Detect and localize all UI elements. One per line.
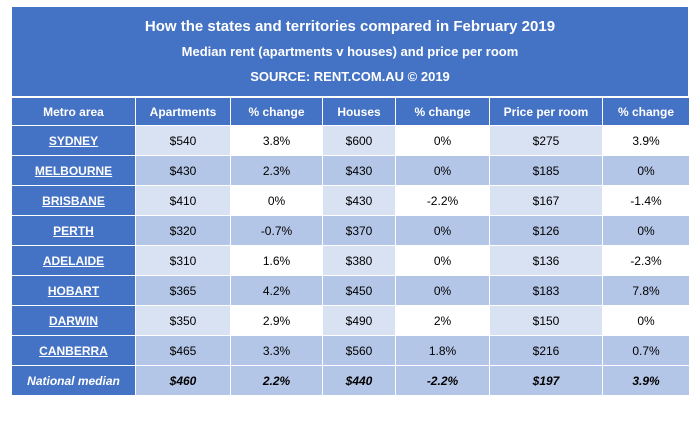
table-row: SYDNEY $540 3.8% $600 0% $275 3.9% — [11, 125, 690, 156]
houses-cell: $490 — [322, 305, 396, 336]
price-per-room-cell: $183 — [489, 275, 603, 306]
houses-change-cell: 0% — [395, 245, 490, 276]
national-median-row: National median $460 2.2% $440 -2.2% $197 3.9% — [11, 365, 690, 396]
metro-area-link-darwin[interactable]: DARWIN — [48, 313, 99, 328]
apartments-change-cell: 3.8% — [230, 125, 323, 156]
national-median-label: National median — [11, 365, 136, 396]
header-houses: Houses — [322, 97, 396, 126]
houses-change-cell: 0% — [395, 275, 490, 306]
price-per-room-cell: $136 — [489, 245, 603, 276]
national-apartments-change-cell: 2.2% — [230, 365, 323, 396]
apartments-change-cell: 2.9% — [230, 305, 323, 336]
table-row: CANBERRA $465 3.3% $560 1.8% $216 0.7% — [11, 335, 690, 366]
houses-cell: $430 — [322, 185, 396, 216]
table-row: PERTH $320 -0.7% $370 0% $126 0% — [11, 215, 690, 246]
metro-area-link-adelaide[interactable]: ADELAIDE — [42, 253, 105, 268]
price-per-room-change-cell: 0.7% — [602, 335, 690, 366]
header-price-per-room-change: % change — [602, 97, 690, 126]
rent-comparison-panel: How the states and territories compared … — [11, 6, 690, 396]
header-apartments-change: % change — [230, 97, 323, 126]
houses-change-cell: 0% — [395, 125, 490, 156]
header-price-per-room: Price per room — [489, 97, 603, 126]
title-banner: How the states and territories compared … — [11, 6, 689, 97]
houses-cell: $560 — [322, 335, 396, 366]
apartments-cell: $465 — [135, 335, 231, 366]
apartments-cell: $310 — [135, 245, 231, 276]
header-metro-area: Metro area — [11, 97, 136, 126]
price-per-room-cell: $126 — [489, 215, 603, 246]
apartments-cell: $430 — [135, 155, 231, 186]
metro-area-cell: HOBART — [11, 275, 136, 306]
apartments-change-cell: -0.7% — [230, 215, 323, 246]
price-per-room-change-cell: 7.8% — [602, 275, 690, 306]
price-per-room-cell: $185 — [489, 155, 603, 186]
apartments-cell: $540 — [135, 125, 231, 156]
apartments-change-cell: 4.2% — [230, 275, 323, 306]
houses-change-cell: 1.8% — [395, 335, 490, 366]
metro-area-cell: MELBOURNE — [11, 155, 136, 186]
price-per-room-cell: $275 — [489, 125, 603, 156]
metro-area-link-sydney[interactable]: SYDNEY — [48, 133, 99, 148]
table-subtitle: Median rent (apartments v houses) and pr… — [181, 44, 519, 59]
table-row: ADELAIDE $310 1.6% $380 0% $136 -2.3% — [11, 245, 690, 276]
header-houses-change: % change — [395, 97, 490, 126]
header-apartments: Apartments — [135, 97, 231, 126]
national-price-per-room-change-cell: 3.9% — [602, 365, 690, 396]
houses-change-cell: 0% — [395, 155, 490, 186]
table-title: How the states and territories compared … — [144, 18, 556, 35]
table-row: HOBART $365 4.2% $450 0% $183 7.8% — [11, 275, 690, 306]
houses-change-cell: 2% — [395, 305, 490, 336]
apartments-cell: $365 — [135, 275, 231, 306]
table-source: SOURCE: RENT.COM.AU © 2019 — [250, 69, 450, 84]
houses-change-cell: -2.2% — [395, 185, 490, 216]
table-row: DARWIN $350 2.9% $490 2% $150 0% — [11, 305, 690, 336]
apartments-change-cell: 1.6% — [230, 245, 323, 276]
price-per-room-change-cell: 0% — [602, 305, 690, 336]
metro-area-link-brisbane[interactable]: BRISBANE — [42, 193, 105, 208]
national-houses-change-cell: -2.2% — [395, 365, 490, 396]
price-per-room-change-cell: -1.4% — [602, 185, 690, 216]
apartments-cell: $320 — [135, 215, 231, 246]
houses-change-cell: 0% — [395, 215, 490, 246]
national-price-per-room-cell: $197 — [489, 365, 603, 396]
houses-cell: $600 — [322, 125, 396, 156]
apartments-change-cell: 0% — [230, 185, 323, 216]
metro-area-link-hobart[interactable]: HOBART — [47, 283, 100, 298]
rent-table: Metro area Apartments % change Houses % … — [11, 97, 690, 396]
houses-cell: $370 — [322, 215, 396, 246]
metro-area-link-perth[interactable]: PERTH — [53, 223, 94, 238]
price-per-room-cell: $150 — [489, 305, 603, 336]
price-per-room-change-cell: 0% — [602, 215, 690, 246]
houses-cell: $430 — [322, 155, 396, 186]
price-per-room-cell: $216 — [489, 335, 603, 366]
apartments-change-cell: 3.3% — [230, 335, 323, 366]
price-per-room-change-cell: 3.9% — [602, 125, 690, 156]
apartments-change-cell: 2.3% — [230, 155, 323, 186]
table-row: BRISBANE $410 0% $430 -2.2% $167 -1.4% — [11, 185, 690, 216]
national-apartments-cell: $460 — [135, 365, 231, 396]
metro-area-cell: ADELAIDE — [11, 245, 136, 276]
apartments-cell: $350 — [135, 305, 231, 336]
table-body: SYDNEY $540 3.8% $600 0% $275 3.9% MELBOURNE $43… — [11, 125, 690, 396]
apartments-cell: $410 — [135, 185, 231, 216]
metro-area-link-melbourne[interactable]: MELBOURNE — [34, 163, 113, 178]
national-houses-cell: $440 — [322, 365, 396, 396]
metro-area-cell: SYDNEY — [11, 125, 136, 156]
houses-cell: $380 — [322, 245, 396, 276]
metro-area-cell: BRISBANE — [11, 185, 136, 216]
metro-area-cell: CANBERRA — [11, 335, 136, 366]
price-per-room-cell: $167 — [489, 185, 603, 216]
metro-area-cell: DARWIN — [11, 305, 136, 336]
table-row: MELBOURNE $430 2.3% $430 0% $185 0% — [11, 155, 690, 186]
metro-area-cell: PERTH — [11, 215, 136, 246]
price-per-room-change-cell: -2.3% — [602, 245, 690, 276]
metro-area-link-canberra[interactable]: CANBERRA — [39, 343, 108, 358]
header-row: Metro area Apartments % change Houses % … — [11, 97, 690, 126]
houses-cell: $450 — [322, 275, 396, 306]
price-per-room-change-cell: 0% — [602, 155, 690, 186]
